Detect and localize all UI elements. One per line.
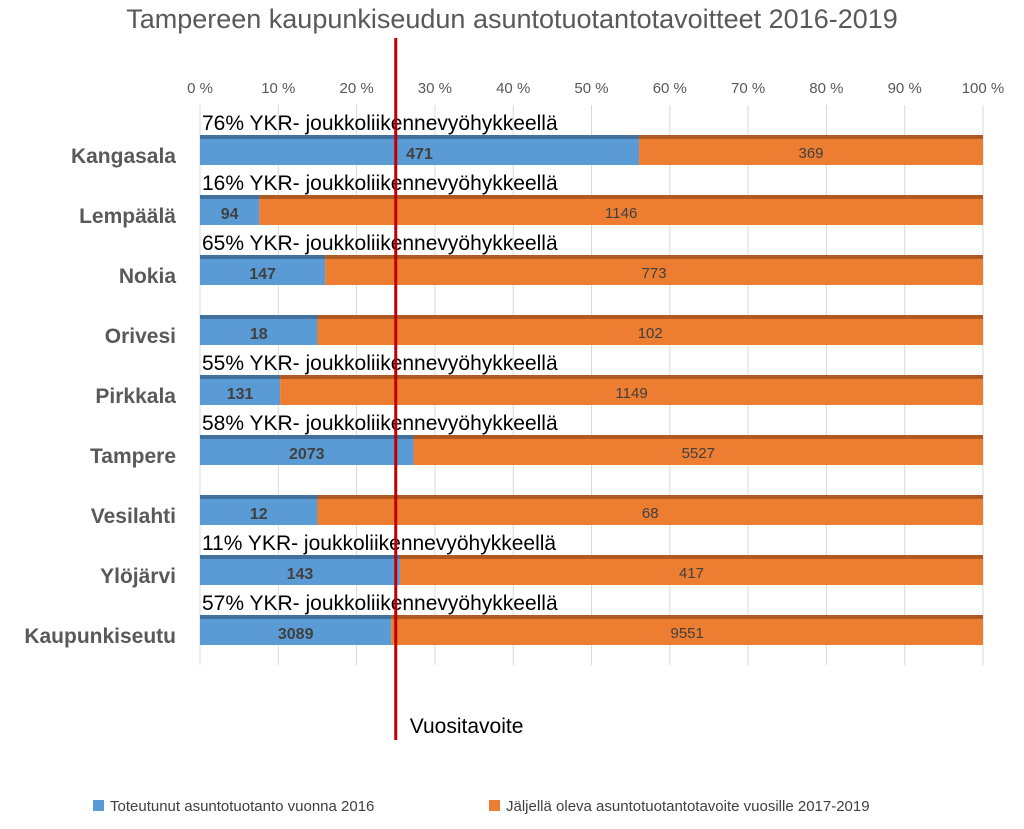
zone-annotation: 16% YKR- joukkoliikennevyöhykkeellä <box>202 172 558 195</box>
bar-segment-toteutunut <box>200 135 640 165</box>
bar-edge-toteutunut <box>200 375 281 379</box>
data-label-jaljella: 369 <box>799 145 824 162</box>
bar-segment-toteutunut <box>200 195 260 225</box>
data-label-jaljella: 773 <box>642 265 667 282</box>
zone-annotation: 76% YKR- joukkoliikennevyöhykkeellä <box>202 112 558 135</box>
data-label-jaljella: 5527 <box>682 445 715 462</box>
legend-swatch-toteutunut <box>93 800 104 811</box>
bar-edge-jaljella <box>325 255 984 259</box>
bars: 471 369 94 1146 147 773 18 102 131 1149 2073 5527 12… <box>200 135 984 645</box>
data-label-toteutunut: 147 <box>249 266 276 283</box>
bar-edge-toteutunut <box>200 195 260 199</box>
bar-edge-toteutunut <box>200 255 326 259</box>
zone-annotation: 55% YKR- joukkoliikennevyöhykkeellä <box>202 352 558 375</box>
x-tick-label: 0 % <box>187 80 213 97</box>
zone-annotation: 57% YKR- joukkoliikennevyöhykkeellä <box>202 592 558 615</box>
bar-segment-toteutunut <box>200 615 392 645</box>
bar-segment-jaljella <box>325 255 984 285</box>
x-tick-label: 80 % <box>809 80 843 97</box>
data-label-toteutunut: 2073 <box>289 446 325 463</box>
data-label-jaljella: 1146 <box>605 205 637 222</box>
x-tick-label: 20 % <box>339 80 373 97</box>
zone-annotation: 11% YKR- joukkoliikennevyöhykkeellä <box>202 532 556 555</box>
category-label: Nokia <box>119 265 177 288</box>
data-label-toteutunut: 471 <box>406 146 433 163</box>
data-label-jaljella: 102 <box>638 325 663 342</box>
data-label-toteutunut: 18 <box>250 326 268 343</box>
category-label: Kangasala <box>71 145 176 168</box>
target-label: Vuositavoite <box>410 715 524 738</box>
bar-edge-toteutunut <box>200 555 400 559</box>
x-axis-ticks: 0 % 10 % 20 % 30 % 40 % 50 % 60 % 70 % 80 % 90 % 1… <box>187 80 1004 97</box>
bar-segment-jaljella <box>280 375 984 405</box>
bar-edge-toteutunut <box>200 495 318 499</box>
data-label-jaljella: 9551 <box>670 625 703 642</box>
x-tick-label: 30 % <box>418 80 452 97</box>
bar-edge-toteutunut <box>200 615 392 619</box>
legend-label-jaljella: Jäljellä oleva asuntotuotantotavoite vuo… <box>506 798 870 815</box>
legend: Toteutunut asuntotuotanto vuonna 2016 Jäl… <box>93 798 870 815</box>
annotations: 76% YKR- joukkoliikennevyöhykkeellä 16% Y… <box>202 112 558 615</box>
bar-edge-toteutunut <box>200 135 640 139</box>
chart-title: Tampereen kaupunkiseudun asuntotuotantot… <box>126 4 898 34</box>
x-tick-label: 90 % <box>888 80 922 97</box>
x-tick-label: 70 % <box>731 80 765 97</box>
target-line-group: Vuositavoite <box>394 38 524 740</box>
x-tick-label: 100 % <box>962 80 1005 97</box>
category-label: Kaupunkiseutu <box>24 625 176 648</box>
x-tick-label: 60 % <box>653 80 687 97</box>
category-label: Tampere <box>90 445 176 468</box>
x-tick-label: 10 % <box>261 80 295 97</box>
category-labels: Kangasala Lempäälä Nokia Orivesi Pirkkala Tam… <box>24 145 176 648</box>
data-label-toteutunut: 3089 <box>278 626 314 643</box>
category-label: Pirkkala <box>95 385 176 408</box>
zone-annotation: 65% YKR- joukkoliikennevyöhykkeellä <box>202 232 558 255</box>
bar-segment-toteutunut <box>200 315 318 345</box>
bar-edge-toteutunut <box>200 315 318 319</box>
legend-swatch-jaljella <box>489 800 500 811</box>
bar-segment-toteutunut <box>200 435 414 465</box>
bar-edge-jaljella <box>399 555 983 559</box>
category-label: Vesilahti <box>91 505 176 528</box>
zone-annotation: 58% YKR- joukkoliikennevyöhykkeellä <box>202 412 558 435</box>
bar-segment-toteutunut <box>200 255 326 285</box>
data-label-toteutunut: 94 <box>221 206 239 223</box>
x-tick-label: 40 % <box>496 80 530 97</box>
bar-edge-jaljella <box>413 435 983 439</box>
bar-segment-jaljella <box>639 135 983 165</box>
bar-segment-toteutunut <box>200 495 318 525</box>
bar-segment-jaljella <box>259 195 983 225</box>
bar-edge-toteutunut <box>200 435 414 439</box>
data-label-jaljella: 1149 <box>615 385 647 402</box>
bar-segment-toteutunut <box>200 555 400 585</box>
bar-segment-jaljella <box>317 315 983 345</box>
bar-segment-jaljella <box>399 555 983 585</box>
bar-segment-toteutunut <box>200 375 281 405</box>
data-label-toteutunut: 131 <box>227 386 254 403</box>
data-label-jaljella: 417 <box>679 565 704 582</box>
bar-segment-jaljella <box>317 495 983 525</box>
bar-edge-jaljella <box>280 375 984 379</box>
data-label-jaljella: 68 <box>642 505 659 522</box>
bar-segment-jaljella <box>391 615 983 645</box>
category-label: Ylöjärvi <box>100 565 176 588</box>
category-label: Orivesi <box>105 325 176 348</box>
legend-label-toteutunut: Toteutunut asuntotuotanto vuonna 2016 <box>110 798 374 815</box>
bar-edge-jaljella <box>639 135 983 139</box>
data-label-toteutunut: 143 <box>287 566 314 583</box>
data-label-toteutunut: 12 <box>250 506 268 523</box>
bar-segment-jaljella <box>413 435 983 465</box>
x-tick-label: 50 % <box>574 80 608 97</box>
bar-edge-jaljella <box>391 615 983 619</box>
bar-edge-jaljella <box>317 315 983 319</box>
bar-edge-jaljella <box>317 495 983 499</box>
category-label: Lempäälä <box>79 205 176 228</box>
bar-edge-jaljella <box>259 195 983 199</box>
